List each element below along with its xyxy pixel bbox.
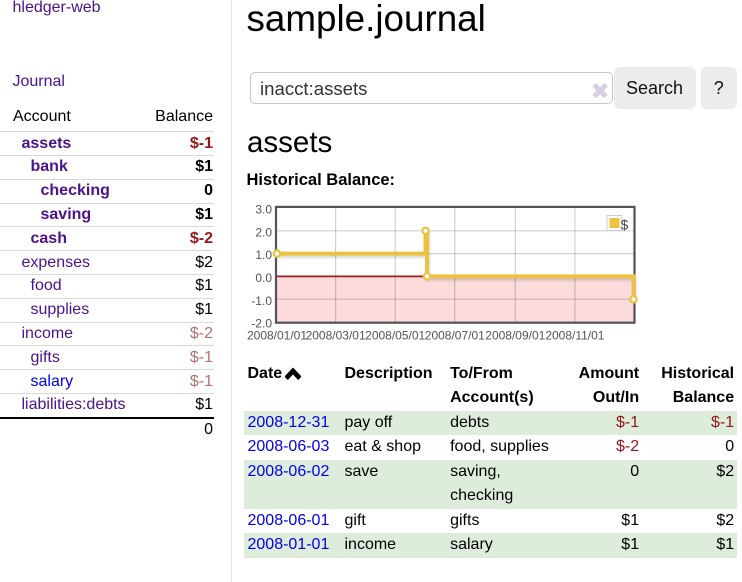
svg-text:-2.0: -2.0: [251, 317, 272, 331]
svg-text:-1.0: -1.0: [251, 294, 272, 308]
svg-text:2008/07/01: 2008/07/01: [425, 329, 485, 343]
svg-text:2.0: 2.0: [255, 225, 272, 239]
svg-text:2008/11/01: 2008/11/01: [545, 329, 604, 343]
svg-text:2008/03/01: 2008/03/01: [306, 329, 366, 343]
svg-text:2008/05/01: 2008/05/01: [365, 329, 425, 343]
svg-text:2008/09/01: 2008/09/01: [485, 329, 545, 343]
svg-text:$: $: [621, 217, 629, 233]
svg-text:2008/01/01: 2008/01/01: [247, 329, 307, 343]
svg-text:1.0: 1.0: [255, 248, 272, 262]
svg-text:3.0: 3.0: [255, 203, 272, 217]
svg-text:0.0: 0.0: [255, 271, 272, 285]
